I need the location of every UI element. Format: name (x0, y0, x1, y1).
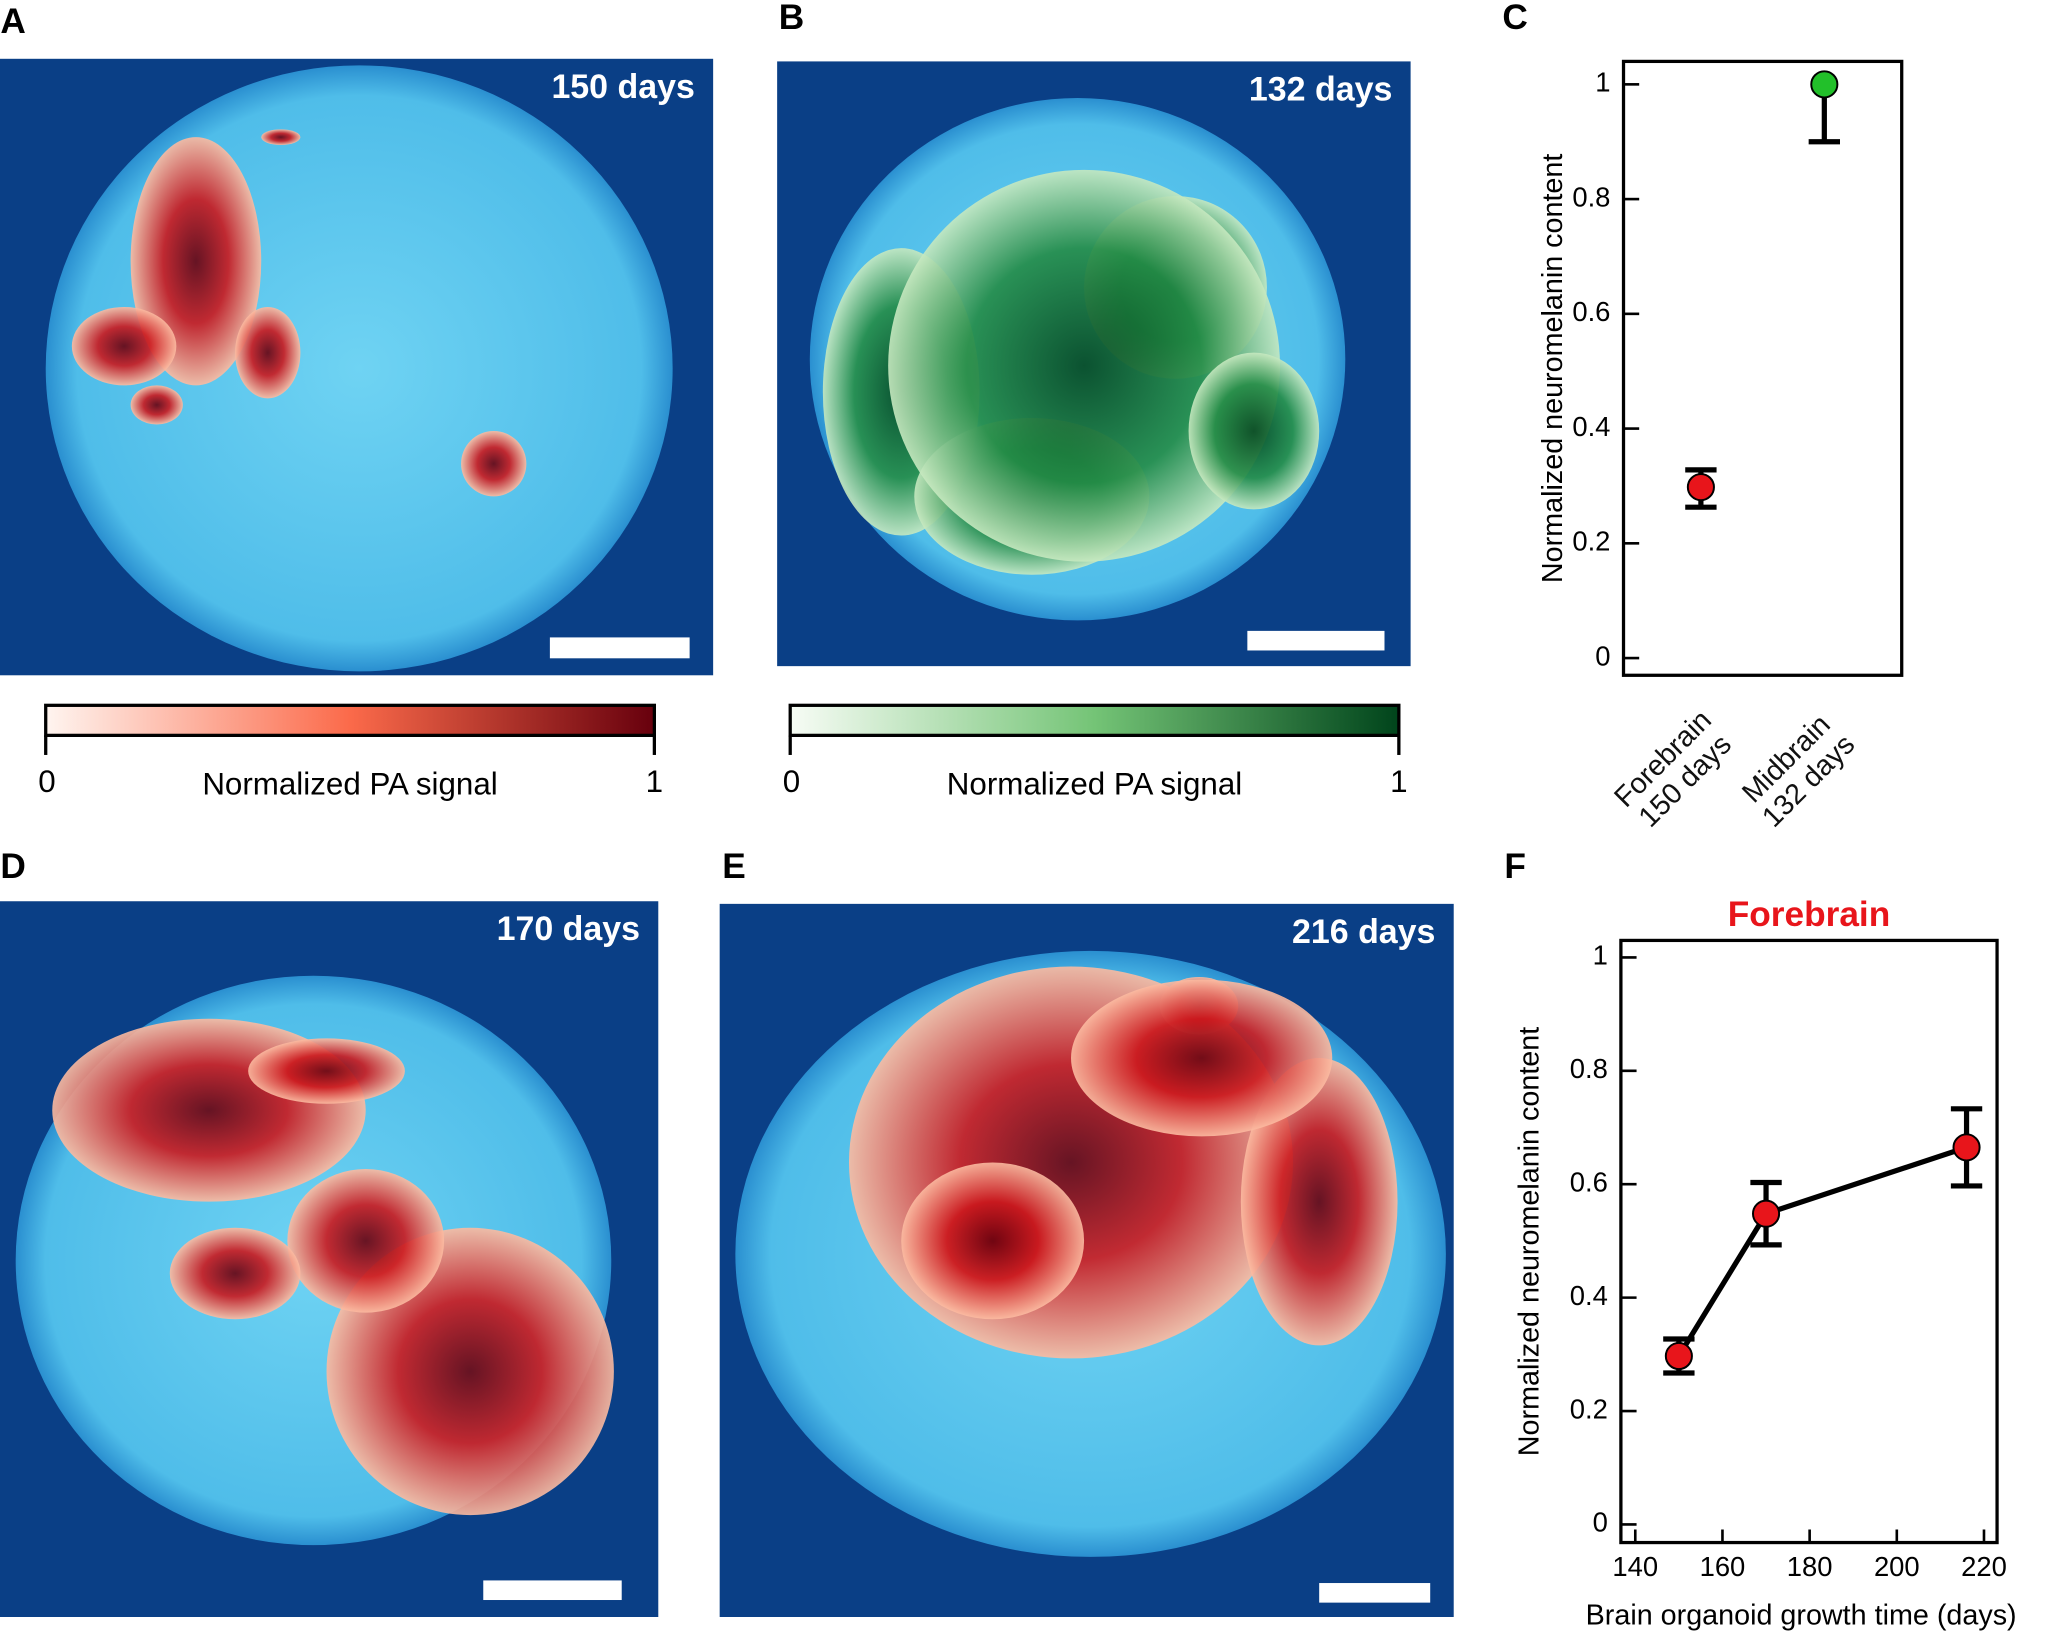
panel-label: F (1504, 847, 1526, 886)
pa-signal-region (130, 385, 183, 425)
scale-bar (1319, 1583, 1431, 1603)
data-point (1752, 1199, 1781, 1228)
image-caption: 170 days (497, 910, 640, 948)
y-tick-label: 0 (1593, 1507, 1608, 1538)
panel-label: A (0, 2, 25, 41)
y-tick-label: 1 (1595, 67, 1610, 98)
y-tick-label: 0.4 (1570, 1280, 1608, 1311)
panel-label: B (779, 0, 804, 37)
panel-label: D (0, 847, 25, 886)
colorbar (788, 703, 1401, 737)
y-tick-label: 0.8 (1572, 181, 1610, 212)
x-tick-label: 180 (1787, 1551, 1833, 1582)
panel-label: E (722, 847, 746, 886)
y-tick-label: 1 (1593, 940, 1608, 971)
plot-frame (1619, 938, 1999, 1545)
pa-signal-region (71, 306, 177, 386)
pa-signal-region (235, 306, 301, 399)
panel-label: C (1502, 0, 1527, 37)
y-tick-label: 0.2 (1572, 526, 1610, 557)
pa-signal-region (1071, 979, 1333, 1137)
pa-signal-region (888, 169, 1280, 562)
x-tick-label: 140 (1612, 1551, 1658, 1582)
x-axis-label: Brain organoid growth time (days) (1586, 1600, 2017, 1632)
x-tick-label: 220 (1961, 1551, 2007, 1582)
x-tick-label: 160 (1700, 1551, 1746, 1582)
y-axis-label: Normalized neuromelanin content (1513, 1027, 1545, 1456)
y-tick-label: 0 (1595, 640, 1610, 671)
pa-signal-region (1188, 352, 1320, 510)
x-tick-label: 200 (1874, 1551, 1920, 1582)
pa-signal-region (248, 1038, 405, 1104)
pa-signal-region (169, 1227, 301, 1320)
y-tick-label: 0.6 (1572, 296, 1610, 327)
colorbar-max: 1 (1390, 764, 1407, 799)
pa-signal-region (901, 1162, 1085, 1320)
y-tick-label: 0.4 (1572, 411, 1610, 442)
data-line (1676, 1144, 1968, 1358)
data-point (1810, 70, 1839, 99)
chart-title: Forebrain (1728, 895, 1891, 934)
y-tick-label: 0.8 (1570, 1053, 1608, 1084)
pa-signal-region (1240, 1057, 1398, 1346)
image-caption: 216 days (1292, 913, 1435, 951)
plot-frame (1621, 59, 1904, 677)
scale-bar (549, 637, 690, 659)
colorbar-min: 0 (38, 764, 55, 799)
image-caption: 150 days (551, 68, 694, 106)
colorbar-min: 0 (783, 764, 800, 799)
colorbar-label: Normalized PA signal (202, 767, 497, 802)
image-caption: 132 days (1249, 70, 1392, 108)
pa-signal-region (287, 1169, 445, 1313)
data-point (1952, 1133, 1981, 1162)
scale-bar (483, 1580, 622, 1601)
y-tick-label: 0.2 (1570, 1393, 1608, 1424)
pa-signal-region (261, 129, 301, 145)
colorbar-label: Normalized PA signal (947, 767, 1242, 802)
colorbar-max: 1 (646, 764, 663, 799)
data-point (1686, 473, 1715, 502)
y-tick-label: 0.6 (1570, 1166, 1608, 1197)
pa-signal-region (461, 431, 527, 497)
colorbar (44, 703, 656, 737)
data-point (1664, 1341, 1693, 1371)
y-axis-label: Normalized neuromelanin content (1537, 154, 1569, 583)
scale-bar (1247, 630, 1385, 651)
